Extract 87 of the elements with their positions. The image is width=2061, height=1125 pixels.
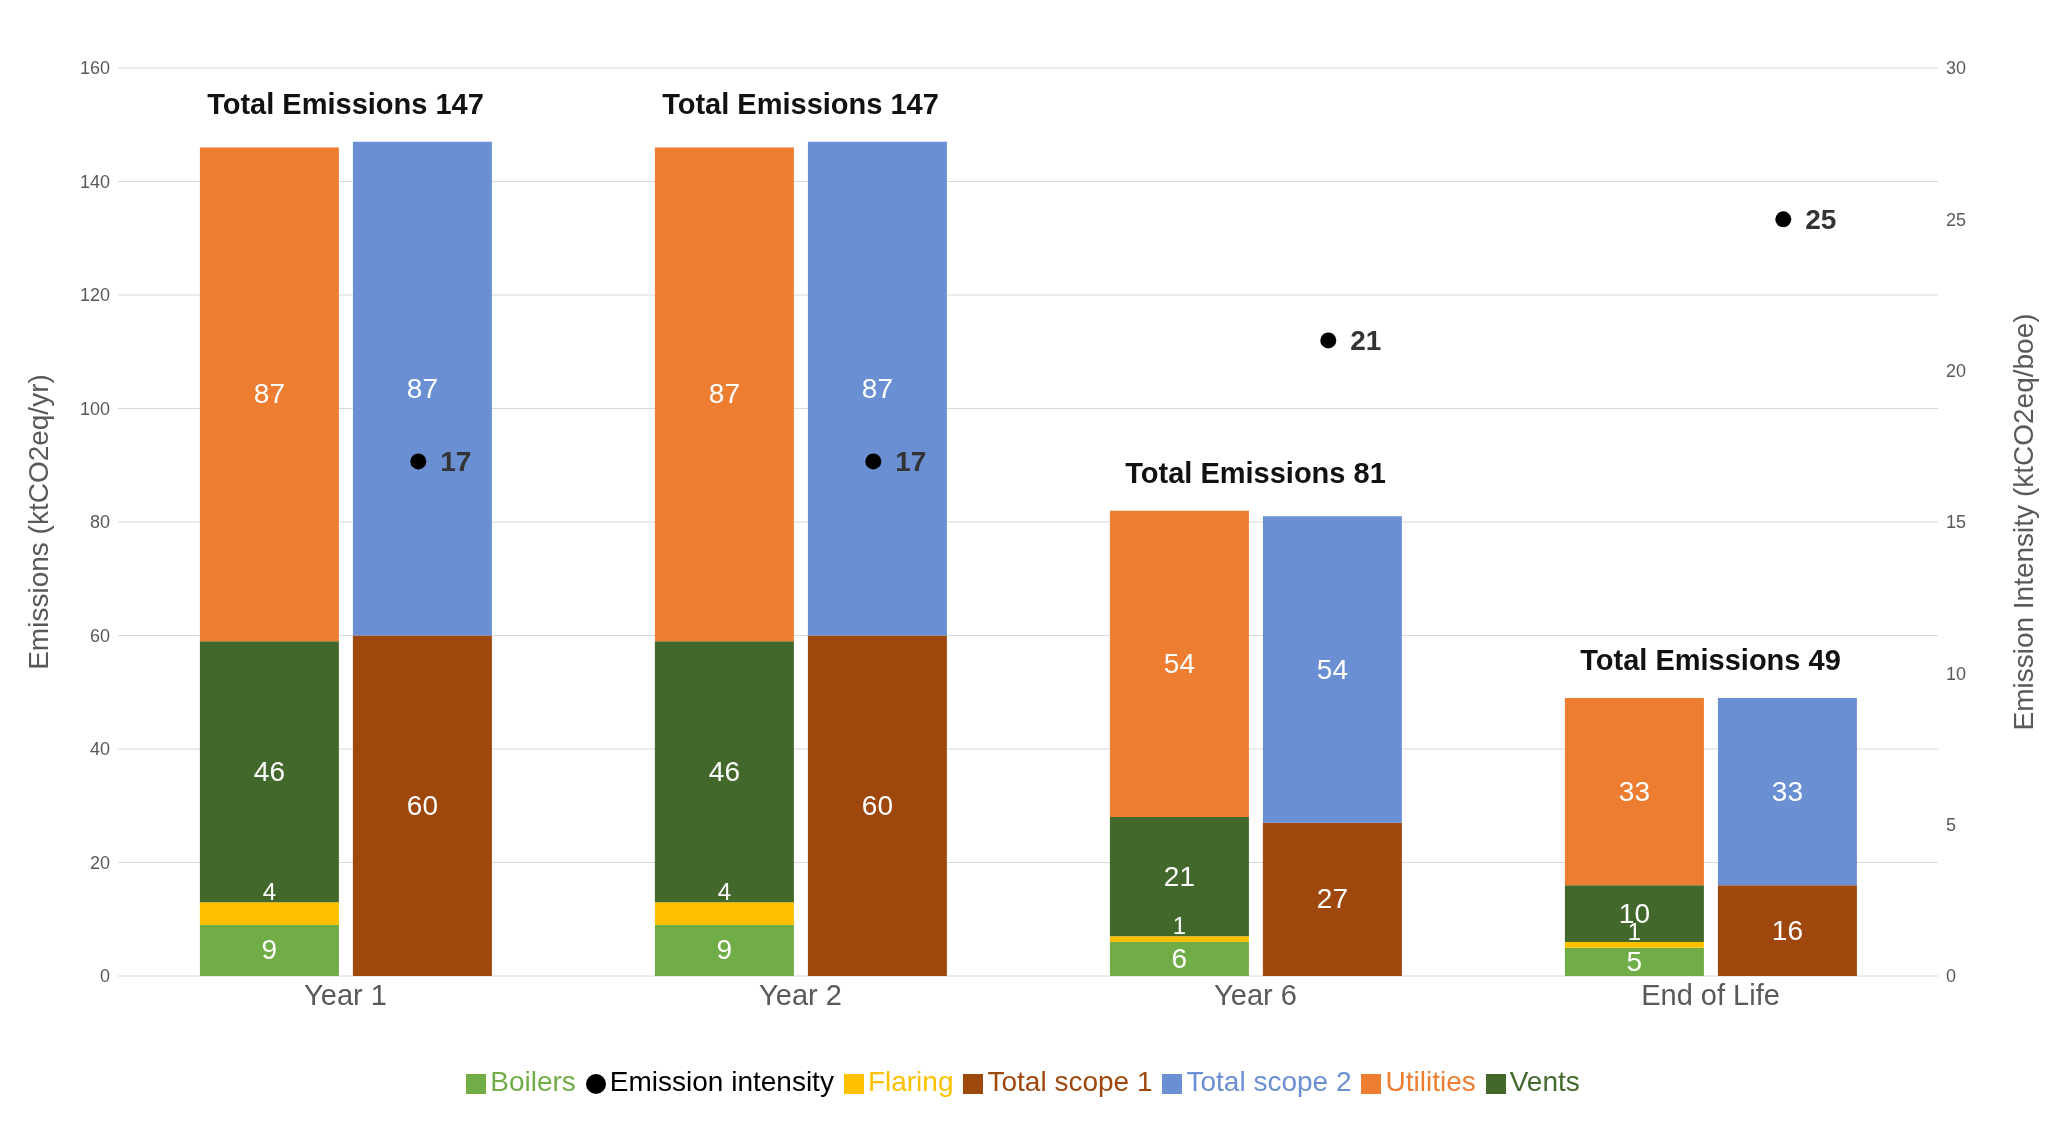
y-tick-label: 0 [99,966,110,987]
point [1775,211,1792,228]
bar [1109,817,1249,937]
y2-tick-label: 0 [1946,966,1957,987]
data-label: 87 [861,372,893,404]
bar [1564,885,1704,942]
data-label: 9 [716,934,733,966]
y-tick-label: 60 [89,625,110,646]
bar [1109,941,1249,976]
annotation: Total Emissions 147 [207,87,484,120]
bar [199,641,339,903]
bar [352,635,492,976]
bar [1262,822,1402,976]
legend-label: Vents [1509,1066,1580,1097]
data-label: 5 [1626,945,1643,977]
data-label: 87 [253,378,285,410]
bar [1262,516,1402,823]
bar [654,924,794,976]
legend-label: Total scope 1 [987,1066,1153,1097]
bar [807,141,947,636]
y-tick-label: 100 [79,398,110,419]
bar [1109,510,1249,818]
data-label: 46 [708,755,740,787]
bar [1109,936,1249,942]
bar [199,147,339,642]
y2-tick-label: 10 [1946,663,1967,684]
bar [654,641,794,903]
y2-tick-label: 25 [1946,209,1967,230]
y2-tick-label: 5 [1946,815,1957,836]
data-label: 87 [708,378,740,410]
data-label: 1 [1172,912,1187,940]
annotation: Total Emissions 49 [1580,643,1841,676]
point [410,453,427,470]
data-label: 25 [1805,204,1837,236]
data-label: 33 [1618,775,1650,807]
x-tick-label: Year 6 [1214,978,1297,1011]
data-label: 4 [262,878,277,906]
bar [1717,697,1857,886]
data-label: 4 [717,878,732,906]
data-label: 17 [895,446,927,478]
data-label: 27 [1316,883,1348,915]
bar [199,902,339,925]
legend-label: Utilities [1385,1066,1476,1097]
legend-label: Total scope 2 [1186,1066,1352,1097]
annotation: Total Emissions 81 [1125,456,1386,489]
data-label: 54 [1163,647,1195,679]
x-tick-label: Year 2 [759,978,842,1011]
data-label: 60 [406,789,438,821]
data-label: 6 [1171,942,1188,974]
y-tick-label: 40 [89,739,110,760]
y-tick-label: 20 [89,852,110,873]
data-label: 87 [406,372,438,404]
y2-tick-label: 30 [1946,58,1967,79]
bar [654,147,794,642]
x-tick-label: Year 1 [304,978,387,1011]
y-tick-label: 120 [79,285,110,306]
bar [807,635,947,976]
x-tick-label: End of Life [1641,978,1780,1011]
data-label: 33 [1771,775,1803,807]
bar [1564,947,1704,976]
legend-label: Boilers [490,1066,576,1097]
data-label: 60 [861,789,893,821]
y2-tick-label: 20 [1946,361,1967,382]
y-axis-title: Emissions (ktCO2eq/yr) [22,374,54,670]
bar [1564,697,1704,886]
data-label: 21 [1163,860,1195,892]
y-tick-label: 80 [89,512,110,533]
data-label: 9 [261,934,278,966]
legend-label: Emission intensity [609,1066,834,1097]
data-label: 21 [1350,325,1382,357]
legend-label: Flaring [867,1066,954,1097]
y-tick-label: 160 [79,58,110,79]
data-label: 16 [1771,914,1803,946]
bar [352,141,492,636]
y-tick-label: 140 [79,171,110,192]
bar [654,902,794,925]
data-label: 46 [253,755,285,787]
bar [1564,941,1704,948]
data-label: 17 [440,446,472,478]
point [1320,332,1337,349]
annotation: Total Emissions 147 [662,87,939,120]
y2-tick-label: 15 [1946,512,1967,533]
bar [1717,885,1857,976]
point [865,453,882,470]
data-label: 54 [1316,653,1348,685]
y2-axis-title: Emission Intensity (ktCO2eq/boe) [2007,313,2039,731]
bar [199,924,339,976]
